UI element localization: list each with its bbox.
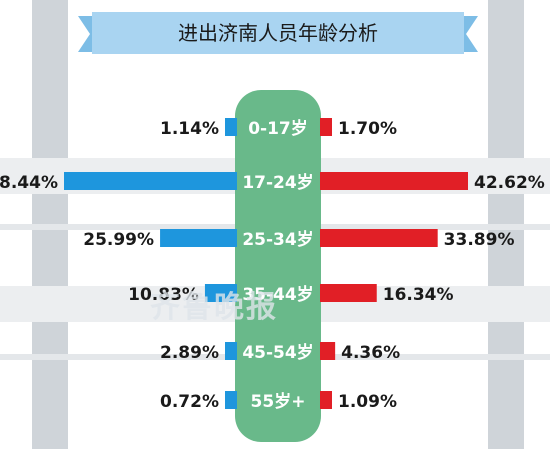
left-value-label: 1.14%: [160, 119, 219, 139]
left-bar: [204, 284, 237, 302]
right-bar: [320, 229, 438, 247]
watermark-text: 齐鲁晚报: [150, 290, 278, 325]
chart-title: 进出济南人员年龄分析: [178, 21, 378, 45]
left-bar: [225, 391, 237, 409]
left-bar: [160, 229, 237, 247]
left-value-label: 25.99%: [83, 230, 154, 250]
right-value-label: 42.62%: [474, 173, 545, 193]
center-pill: [235, 90, 321, 442]
right-bar: [320, 284, 377, 302]
right-bar: [320, 172, 468, 190]
left-value-label: 10.83%: [128, 285, 199, 305]
title-banner-bg: [92, 12, 464, 54]
age-category-label: 17-24岁: [242, 172, 313, 193]
right-value-label: 16.34%: [383, 285, 454, 305]
right-bar: [320, 391, 332, 409]
left-value-label: 58.44%: [0, 173, 58, 193]
age-category-label: 0-17岁: [248, 118, 308, 139]
right-bar: [320, 118, 332, 136]
left-value-label: 2.89%: [160, 343, 219, 363]
left-bar: [225, 118, 237, 136]
title-banner: 进出济南人员年龄分析: [92, 12, 464, 54]
age-category-label: 45-54岁: [242, 342, 313, 363]
age-category-label: 35-44岁: [242, 284, 313, 305]
right-bar: [320, 342, 336, 360]
right-value-label: 33.89%: [444, 230, 515, 250]
right-value-label: 1.70%: [338, 119, 397, 139]
left-value-label: 0.72%: [160, 392, 219, 412]
right-value-label: 4.36%: [341, 343, 400, 363]
age-category-label: 55岁+: [251, 391, 306, 412]
left-bar: [64, 172, 237, 190]
age-category-label: 25-34岁: [242, 229, 313, 250]
right-value-label: 1.09%: [338, 392, 397, 412]
left-bar: [225, 342, 237, 360]
